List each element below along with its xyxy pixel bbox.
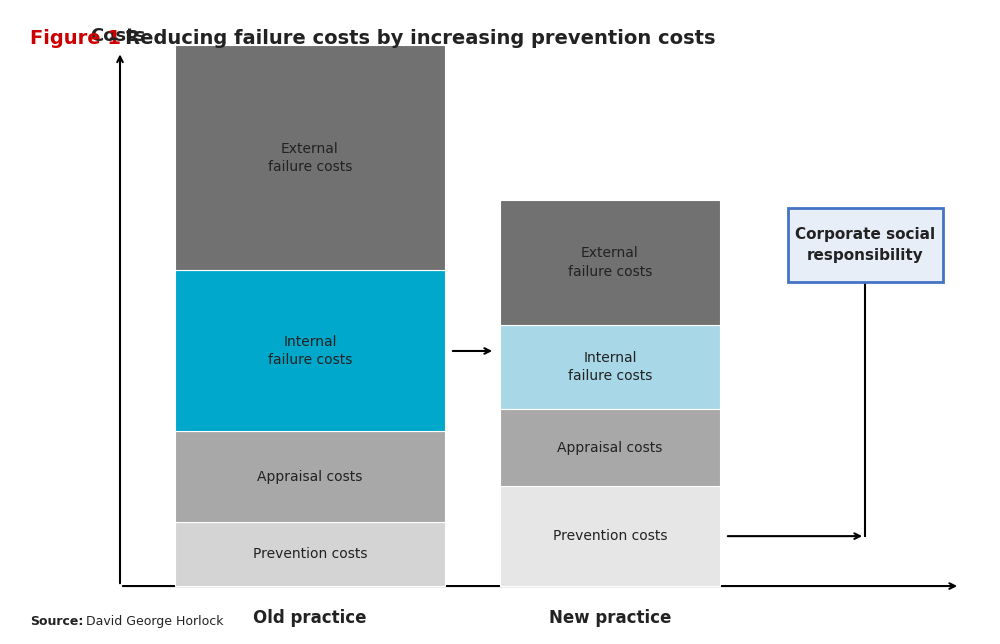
Bar — [500, 409, 720, 486]
Text: David George Horlock: David George Horlock — [82, 615, 224, 628]
Text: Internal
failure costs: Internal failure costs — [568, 351, 652, 383]
Text: Appraisal costs: Appraisal costs — [557, 440, 663, 455]
Text: Prevention costs: Prevention costs — [553, 529, 667, 543]
Bar — [500, 325, 720, 409]
Bar — [175, 522, 445, 586]
Text: Costs: Costs — [90, 27, 145, 45]
Bar — [175, 45, 445, 270]
Text: Figure 1: Figure 1 — [30, 29, 121, 48]
Text: Old practice: Old practice — [253, 609, 367, 627]
Bar — [175, 270, 445, 431]
Text: Corporate social
responsibility: Corporate social responsibility — [795, 227, 935, 263]
Text: New practice: New practice — [549, 609, 671, 627]
Text: Internal
failure costs: Internal failure costs — [268, 335, 352, 367]
Text: Appraisal costs: Appraisal costs — [257, 469, 363, 484]
Text: External
failure costs: External failure costs — [268, 142, 352, 174]
Text: Source:: Source: — [30, 615, 83, 628]
Bar — [788, 207, 942, 282]
Bar — [175, 431, 445, 522]
Bar — [500, 486, 720, 586]
Text: Prevention costs: Prevention costs — [253, 547, 367, 561]
Bar — [500, 200, 720, 325]
Text: External
failure costs: External failure costs — [568, 246, 652, 279]
Text: – Reducing failure costs by increasing prevention costs: – Reducing failure costs by increasing p… — [102, 29, 716, 48]
